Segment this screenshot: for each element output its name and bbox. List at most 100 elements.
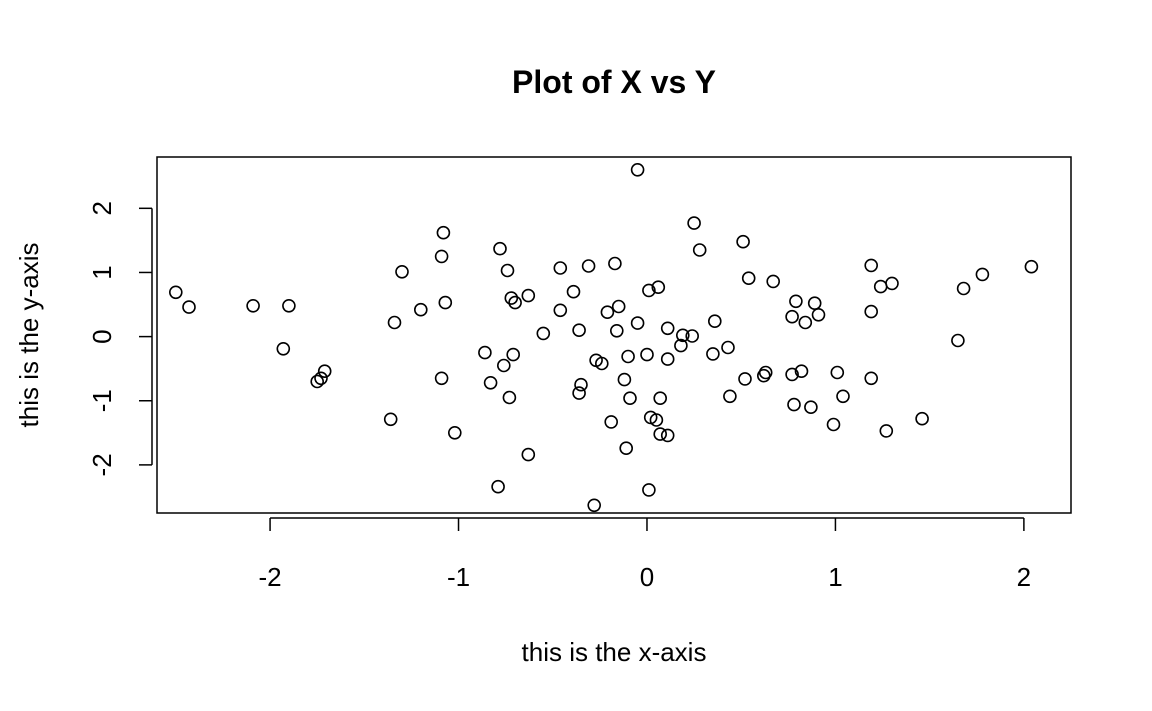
scatter-point <box>587 498 602 513</box>
scatter-point <box>787 397 801 412</box>
scatter-point <box>600 305 615 320</box>
scatter-point <box>811 307 826 322</box>
scatter-point <box>282 298 296 313</box>
scatter-point <box>951 333 965 348</box>
scatter-point <box>581 259 596 273</box>
scatter-point <box>685 329 700 343</box>
scatter-point <box>766 274 781 289</box>
scatter-point <box>785 367 799 382</box>
scatter-point <box>864 258 879 273</box>
x-tick-label: -1 <box>447 562 470 592</box>
x-tick-label: 0 <box>640 562 654 592</box>
scatter-point <box>383 412 398 427</box>
scatter-point <box>721 340 735 355</box>
y-tick-label: 0 <box>87 329 117 343</box>
scatter-point <box>706 347 720 361</box>
y-tick-label: -2 <box>87 453 117 476</box>
scatter-point <box>836 389 850 404</box>
scatter-point <box>651 280 666 295</box>
scatter-point <box>741 271 756 286</box>
scatter-point <box>314 371 328 386</box>
scatter-point <box>660 352 675 366</box>
scatter-point <box>630 316 645 330</box>
x-axis-label: this is the x-axis <box>522 637 707 667</box>
scatter-point <box>723 389 737 404</box>
x-tick-label: 2 <box>1017 562 1031 592</box>
scatter-point <box>413 302 428 317</box>
scatter-point <box>864 304 879 319</box>
scatter-point <box>553 261 568 275</box>
scatter-point <box>642 483 656 497</box>
scatter-point <box>395 264 409 279</box>
data-points <box>169 163 1039 513</box>
scatter-point <box>630 163 645 177</box>
scatter-point <box>623 391 637 406</box>
scatter-point <box>502 390 517 405</box>
scatter-point <box>536 326 551 341</box>
scatter-point <box>789 294 803 309</box>
scatter-point <box>608 256 622 271</box>
scatter-point <box>687 216 701 230</box>
x-tick-label: -2 <box>259 562 282 592</box>
scatter-point <box>276 341 291 356</box>
scatter-point <box>493 241 507 256</box>
scatter-point <box>317 364 332 379</box>
scatter-point <box>873 279 888 294</box>
scatter-point <box>756 368 771 383</box>
plot-area-frame <box>156 156 1072 514</box>
scatter-point <box>521 288 536 303</box>
scatter-point <box>915 411 929 426</box>
scatter-point <box>508 295 522 310</box>
scatter-point <box>804 400 818 415</box>
y-axis-label: this is the y-axis <box>14 243 44 428</box>
scatter-point <box>447 425 462 440</box>
scatter-point <box>707 314 722 329</box>
scatter-point <box>798 315 813 330</box>
scatter-point <box>387 315 402 330</box>
scatter-point <box>864 371 879 386</box>
scatter-point <box>794 364 809 379</box>
scatter-point <box>572 386 586 400</box>
scatter-point <box>434 371 449 386</box>
scatter-point <box>521 447 536 462</box>
scatter-point <box>506 347 521 362</box>
scatter-point <box>758 365 773 380</box>
scatter-point <box>553 303 568 318</box>
scatter-point <box>879 424 894 438</box>
scatter-point <box>826 417 841 432</box>
scatter-point <box>885 276 899 291</box>
scatter-point <box>246 298 260 313</box>
scatter-point <box>807 296 822 311</box>
scatter-point <box>660 428 675 443</box>
scatter-point <box>611 299 626 314</box>
scatter-point <box>566 284 581 299</box>
scatter-point <box>504 291 519 305</box>
scatter-point <box>496 358 511 373</box>
scatter-point <box>1024 259 1039 274</box>
scatter-point <box>649 413 664 427</box>
scatter-point <box>609 323 624 338</box>
scatter-point <box>310 374 325 389</box>
scatter-point <box>438 295 453 310</box>
scatter-point <box>572 323 586 338</box>
scatter-point <box>604 415 619 429</box>
scatter-point <box>617 372 632 387</box>
scatter-point <box>660 321 675 336</box>
scatter-point <box>483 375 498 390</box>
scatter-point <box>785 309 799 324</box>
scatter-point <box>653 391 668 406</box>
scatter-point <box>692 243 707 257</box>
y-tick-label: 1 <box>87 265 117 279</box>
scatter-point <box>956 281 971 296</box>
y-tick-label: -1 <box>87 389 117 412</box>
y-tick-label: 2 <box>87 201 117 215</box>
scatter-point <box>653 427 668 441</box>
x-axis: -2 -1 0 1 2 <box>259 517 1031 592</box>
scatter-point <box>594 356 609 371</box>
scatter-point <box>491 479 505 494</box>
scatter-point <box>640 347 654 362</box>
scatter-point <box>574 377 588 392</box>
scatter-point <box>975 267 990 282</box>
scatter-point <box>642 283 656 298</box>
